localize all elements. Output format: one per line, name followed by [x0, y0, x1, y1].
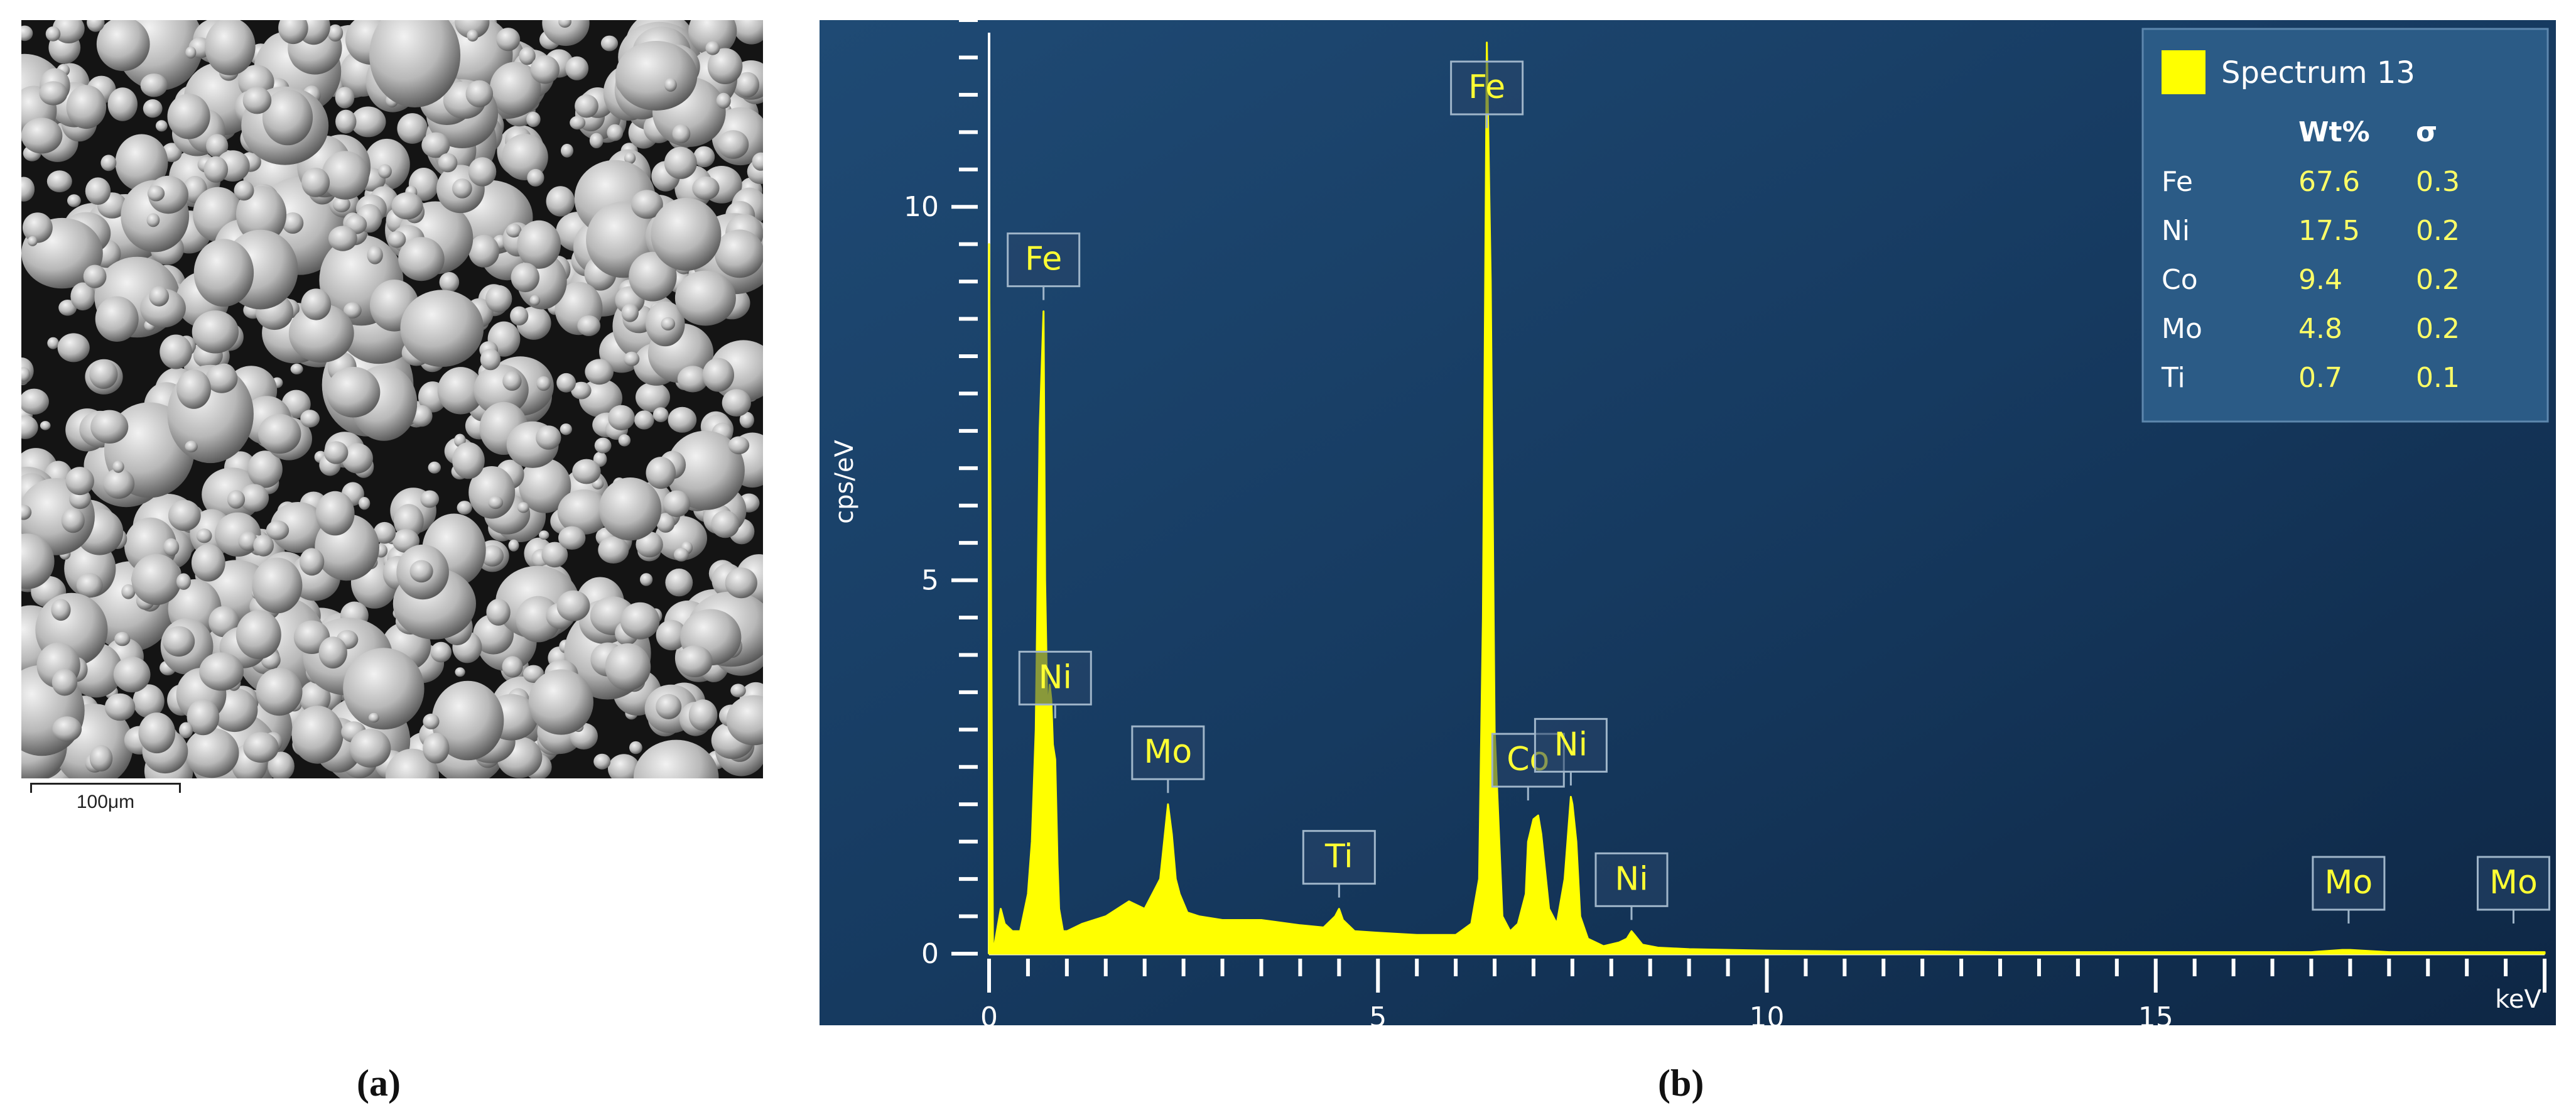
peak-label: Mo [2312, 856, 2386, 924]
scale-bar: 100μm [30, 783, 181, 820]
peak-label-text: Ni [1615, 860, 1648, 898]
legend-cell: 0.2 [2416, 264, 2460, 296]
x-tick-label: 10 [1750, 1001, 1785, 1025]
legend-header-cell: Wt% [2298, 116, 2370, 148]
peak-label: Ti [1302, 830, 1376, 898]
eds-spectrum-chart: cps/eV keV 0 5 10 0 5 10 15 Fe Fe Ni Mo Ti Co Ni Ni Mo… [820, 20, 2556, 1025]
powder-particles [21, 20, 763, 778]
x-axis-label: keV [2495, 985, 2541, 1014]
peak-label: Ni [1534, 717, 1608, 786]
x-tick-label: 0 [980, 1001, 998, 1025]
peak-label-text: Mo [2325, 864, 2373, 902]
y-tick-label: 10 [904, 191, 939, 223]
peak-label-box [1007, 232, 1081, 288]
legend-cell: 0.3 [2416, 166, 2460, 198]
legend-cell: Ti [2161, 362, 2185, 394]
legend-title: Spectrum 13 [2221, 55, 2415, 90]
peak-label-text: Ti [1324, 838, 1353, 876]
legend-cell: Ni [2162, 215, 2190, 247]
legend-header-cell: σ [2416, 116, 2437, 148]
peak-label-box [1450, 60, 1524, 116]
legend-cell: Fe [2162, 166, 2193, 198]
peak-label: Ni [1018, 650, 1092, 719]
peak-label-box [1018, 650, 1092, 706]
sem-particles-image [21, 20, 763, 778]
sem-micrograph [21, 20, 763, 778]
panel-b-label: (b) [1658, 1062, 1704, 1104]
peak-label-text: Mo [1144, 733, 1193, 771]
peak-label-box [1302, 830, 1376, 885]
y-axis-label: cps/eV [830, 440, 859, 524]
legend-swatch [2162, 50, 2205, 94]
peak-label-box [1131, 725, 1205, 780]
legend-cell: 0.2 [2416, 215, 2460, 247]
scale-bar-label: 100μm [76, 792, 135, 812]
peak-label: Ni [1594, 852, 1669, 920]
panel-a-label: (a) [357, 1062, 401, 1104]
y-tick-label: 0 [921, 938, 939, 970]
y-tick-label: 5 [921, 565, 939, 597]
legend: Spectrum 13 Wt% σ Fe 67.6 0.3 Ni 17.5 0.2 Co 9.4 0… [2141, 28, 2549, 423]
peak-label-text: Fe [1025, 241, 1062, 278]
peak-label: Mo [1131, 725, 1205, 793]
scale-bar-line [30, 783, 181, 793]
x-tick-label: 15 [2138, 1001, 2173, 1025]
legend-cell: 67.6 [2298, 166, 2360, 198]
peak-label-text: Ni [1554, 726, 1588, 763]
legend-cell: 0.7 [2298, 362, 2342, 394]
legend-background [2141, 28, 2549, 423]
legend-cell: Mo [2162, 313, 2202, 345]
peak-label: Mo [2476, 856, 2550, 924]
x-tick-label: 5 [1369, 1001, 1387, 1025]
peak-label-box [1594, 852, 1669, 907]
peak-label-text: Fe [1468, 68, 1505, 106]
peak-label: Fe [1007, 232, 1081, 300]
legend-cell: Co [2162, 264, 2198, 296]
legend-cell: 0.1 [2416, 362, 2460, 394]
peak-label-text: Ni [1039, 658, 1072, 696]
peak-label: Fe [1450, 60, 1524, 128]
peak-label-text: Mo [2489, 864, 2538, 902]
eds-spectrum-panel: cps/eV keV 0 5 10 0 5 10 15 Fe Fe Ni Mo Ti Co Ni Ni Mo… [820, 20, 2556, 1025]
legend-cell: 0.2 [2416, 313, 2460, 345]
legend-cell: 4.8 [2298, 313, 2342, 345]
legend-cell: 17.5 [2298, 215, 2360, 247]
legend-cell: 9.4 [2298, 264, 2342, 296]
peak-label-box [1534, 717, 1608, 773]
